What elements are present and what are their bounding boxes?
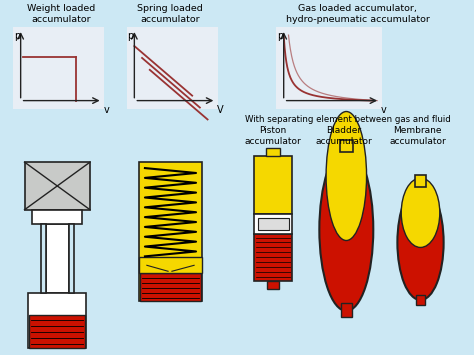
Bar (267, 281, 279, 289)
Text: Piston
accumulator: Piston accumulator (245, 126, 301, 146)
Bar (29, 315, 85, 348)
Bar (69, 224, 73, 293)
Text: p: p (128, 31, 134, 41)
Bar (340, 303, 352, 317)
Text: Membrane
accumulator: Membrane accumulator (389, 126, 446, 146)
Bar (139, 162, 202, 301)
Bar (415, 175, 426, 187)
Bar (416, 295, 425, 305)
Bar (254, 234, 292, 281)
Bar (41, 224, 46, 293)
Bar (46, 224, 69, 293)
Text: Spring loaded
accumulator: Spring loaded accumulator (137, 4, 203, 24)
Text: v: v (381, 105, 387, 115)
Text: v: v (103, 105, 109, 115)
Bar (276, 27, 382, 109)
Text: Weight loaded
accumulator: Weight loaded accumulator (27, 4, 95, 24)
Bar (140, 273, 201, 301)
Bar (25, 162, 90, 210)
Text: Bladder
accumulator: Bladder accumulator (315, 126, 372, 146)
Text: p: p (277, 31, 283, 41)
Ellipse shape (401, 178, 440, 247)
Bar (139, 257, 202, 273)
Bar (254, 214, 292, 234)
Text: p: p (14, 31, 20, 41)
Text: V: V (217, 105, 224, 115)
Ellipse shape (319, 148, 374, 311)
Bar (258, 218, 289, 230)
Bar (28, 293, 86, 348)
Text: Gas loaded accumulator,
hydro-pneumatic accumulator: Gas loaded accumulator, hydro-pneumatic … (286, 4, 430, 24)
Bar (339, 140, 353, 152)
Bar (32, 210, 82, 224)
Bar (266, 148, 280, 156)
Bar (254, 156, 292, 214)
Ellipse shape (326, 111, 366, 240)
Ellipse shape (397, 185, 444, 300)
Bar (13, 27, 104, 109)
Text: With separating element between gas and fluid: With separating element between gas and … (246, 115, 451, 125)
Bar (127, 27, 218, 109)
